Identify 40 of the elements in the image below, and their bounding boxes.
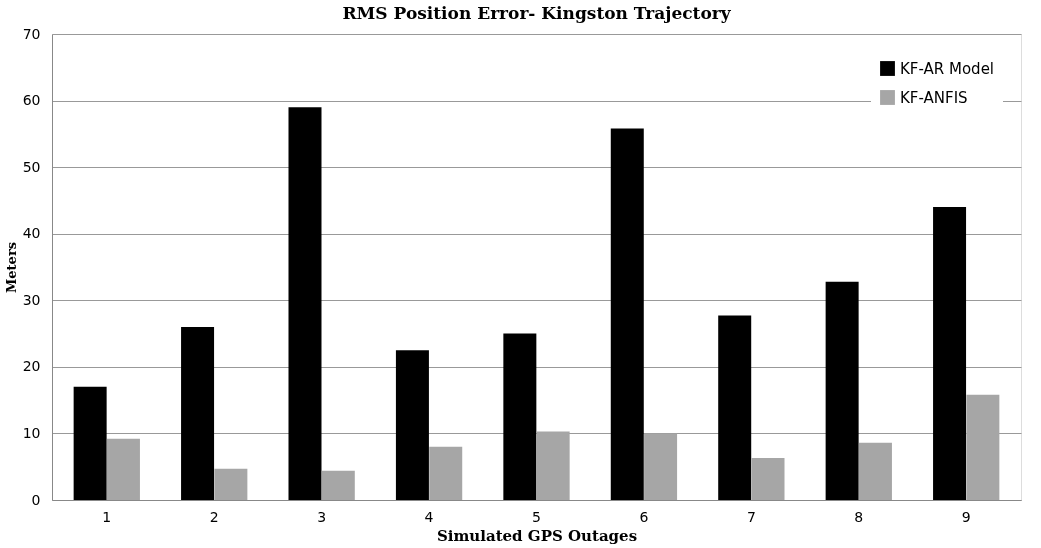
y-tick-label: 0 — [31, 491, 41, 508]
chart-title: RMS Position Error- Kingston Trajectory — [342, 3, 732, 23]
y-axis-title: Meters — [3, 241, 19, 294]
x-tick-label: 4 — [424, 508, 434, 525]
y-tick-label: 10 — [22, 424, 41, 441]
x-tick-label: 8 — [854, 508, 864, 525]
y-tick-label: 30 — [22, 291, 41, 308]
bar — [181, 326, 215, 500]
bar — [73, 386, 107, 500]
x-tick-label: 2 — [209, 508, 219, 525]
x-tick-label: 9 — [961, 508, 971, 525]
y-tick-label: 50 — [22, 158, 41, 175]
y-tick-label: 20 — [22, 358, 41, 375]
x-tick-label: 6 — [639, 508, 649, 525]
y-tick-label: 40 — [22, 225, 41, 242]
legend-label: KF-ANFIS — [900, 88, 968, 107]
bar — [288, 107, 322, 500]
bar — [536, 431, 570, 500]
x-tick-label: 1 — [102, 508, 112, 525]
bar — [644, 433, 678, 500]
bar — [429, 446, 463, 500]
bar — [610, 128, 644, 500]
x-tick-label: 3 — [317, 508, 327, 525]
bar — [503, 333, 537, 500]
bar — [321, 470, 355, 500]
bar — [825, 281, 859, 500]
bar — [718, 315, 752, 500]
bar — [106, 438, 140, 500]
legend-label: KF-AR Model — [900, 59, 995, 78]
bar — [751, 458, 785, 500]
y-tick-label: 60 — [22, 92, 41, 109]
bar — [966, 394, 1000, 500]
x-axis-title: Simulated GPS Outages — [436, 526, 638, 545]
bar — [858, 442, 892, 500]
x-tick-label: 5 — [532, 508, 541, 525]
bar — [933, 207, 967, 500]
x-tick-label: 7 — [746, 508, 756, 525]
bar — [395, 350, 429, 500]
y-tick-label: 70 — [22, 25, 41, 42]
bar — [214, 468, 248, 500]
